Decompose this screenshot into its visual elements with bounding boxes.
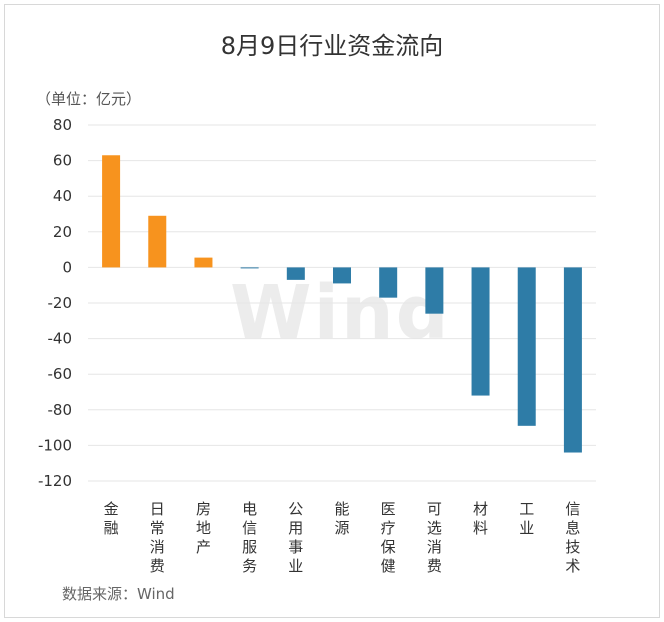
source-note: 数据来源：Wind <box>62 585 175 603</box>
bar <box>379 267 398 298</box>
category-label: 信息技术 <box>565 500 580 575</box>
category-label: 可选消费 <box>427 500 442 575</box>
y-tick-label: 80 <box>53 116 72 134</box>
bar <box>102 155 121 268</box>
category-label: 工业 <box>519 500 534 537</box>
category-label: 医疗保健 <box>381 500 396 575</box>
category-label: 房地产 <box>196 500 211 556</box>
watermark: Wind <box>230 270 451 356</box>
chart-frame <box>4 4 660 618</box>
bar <box>148 215 167 268</box>
y-tick-label: -20 <box>48 294 73 312</box>
y-tick-label: -100 <box>38 436 72 454</box>
category-label: 电信服务 <box>242 500 257 575</box>
y-tick-label: -60 <box>48 365 73 383</box>
unit-label: （单位：亿元） <box>36 90 142 108</box>
category-label: 材料 <box>473 500 488 537</box>
y-tick-label: -40 <box>48 330 73 348</box>
category-label: 能源 <box>334 500 349 537</box>
y-tick-label: 0 <box>62 258 72 276</box>
category-label: 金融 <box>104 500 119 537</box>
category-label: 日常消费 <box>150 500 165 575</box>
y-tick-label: 60 <box>53 152 72 170</box>
bar <box>517 267 536 426</box>
y-tick-label: -80 <box>48 401 73 419</box>
bar <box>471 267 490 396</box>
bar <box>425 267 444 314</box>
y-tick-label: -120 <box>38 472 72 490</box>
bar <box>194 257 213 268</box>
y-tick-label: 20 <box>53 223 72 241</box>
chart-title: 8月9日行业资金流向 <box>220 32 444 60</box>
bar <box>563 267 582 453</box>
bar <box>286 267 305 280</box>
y-tick-label: 40 <box>53 187 72 205</box>
category-label: 公用事业 <box>288 500 303 575</box>
bar <box>333 267 351 284</box>
bar <box>240 267 259 269</box>
